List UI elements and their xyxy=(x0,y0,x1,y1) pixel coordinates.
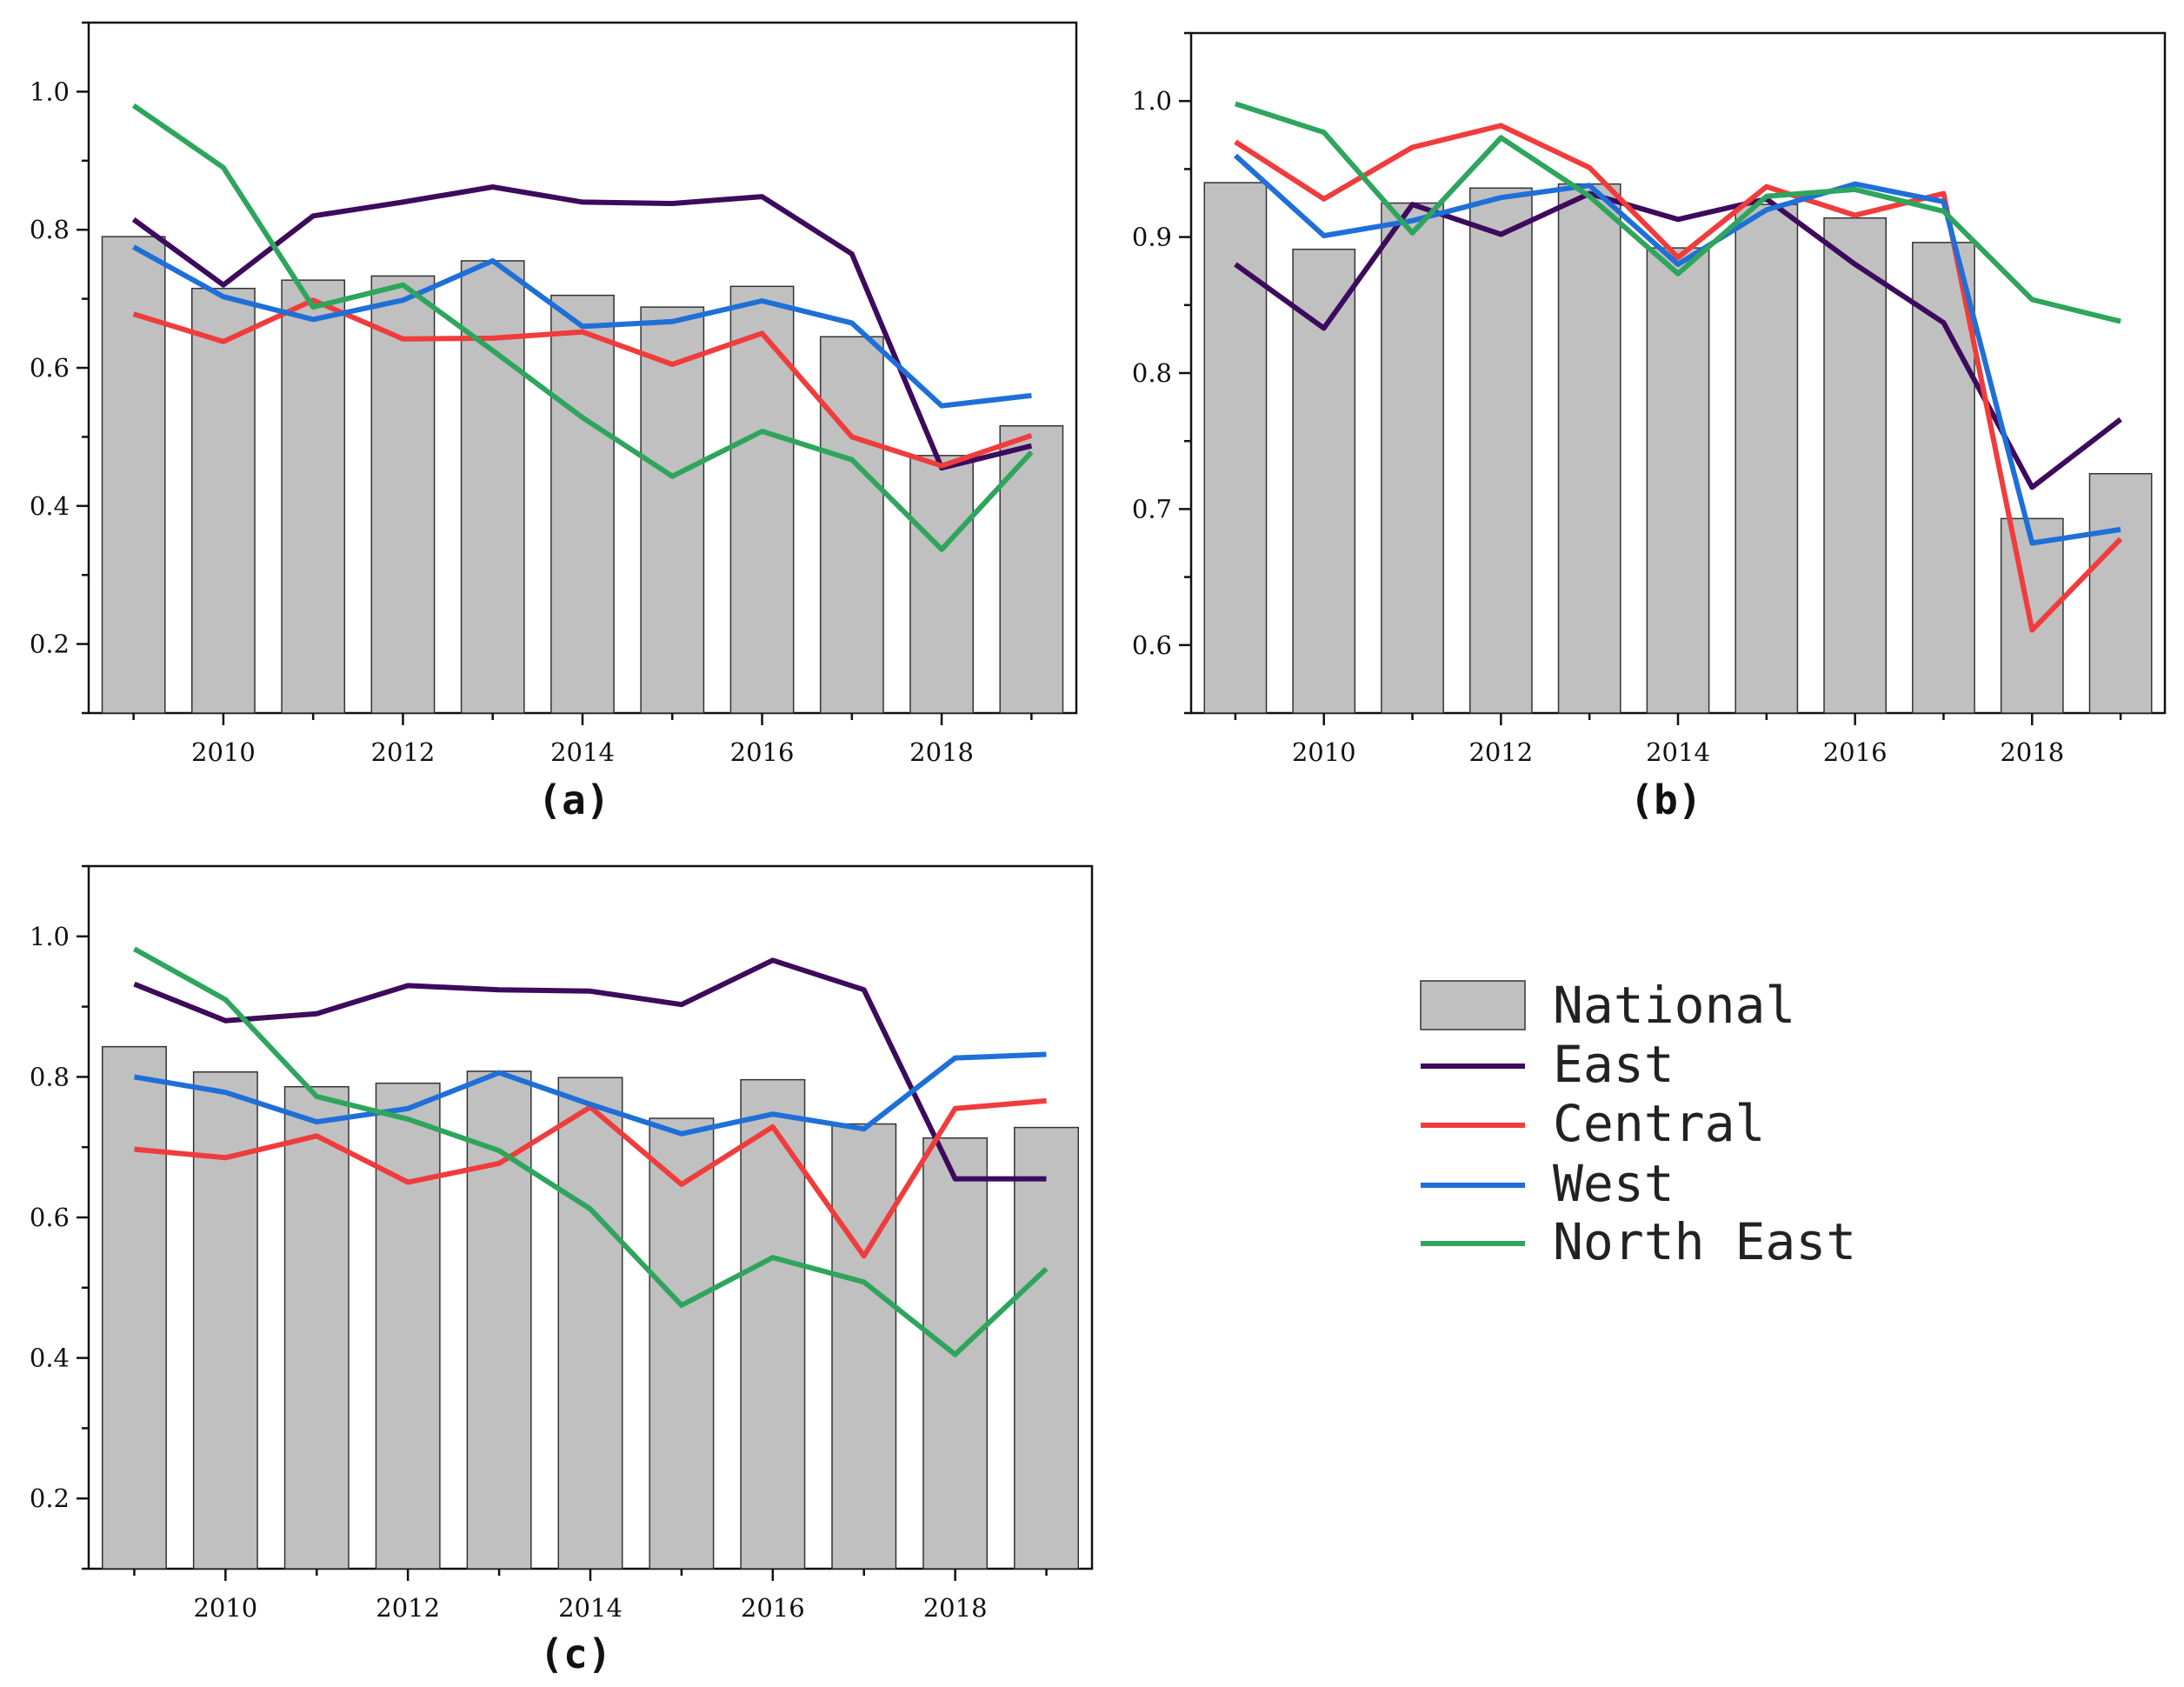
bar-national-2010 xyxy=(191,287,256,714)
x-tick-label: 2010 xyxy=(193,1593,257,1623)
panel-label-a: (a) xyxy=(537,777,609,823)
chart-panel-a: 0.2 0.4 0.6 0.8 1.0 2010 2012 2014 2016 2018 xyxy=(30,21,1078,767)
series-line-east xyxy=(133,957,1047,1182)
panel-label-c: (c) xyxy=(539,1630,611,1677)
bar-national-2017 xyxy=(819,336,884,714)
bar-national-2019 xyxy=(999,424,1064,714)
x-tick-label: 2012 xyxy=(1468,737,1533,767)
panel-label-b: (b) xyxy=(1629,777,1701,823)
y-tick-label: 0.8 xyxy=(1132,358,1172,388)
x-tick-label: 2014 xyxy=(550,737,615,767)
x-tick-label: 2016 xyxy=(1823,737,1888,767)
series-line-east xyxy=(131,184,1033,471)
bar-national-2012 xyxy=(1468,187,1533,714)
x-tick-label: 2010 xyxy=(191,737,256,767)
y-tick-label: 1.0 xyxy=(30,922,70,951)
x-tick-label: 2016 xyxy=(741,1593,805,1623)
bar-national-2009 xyxy=(1203,182,1268,714)
bar-national-2012 xyxy=(370,275,436,714)
series-line-north-east xyxy=(131,103,1034,552)
y-tick-label: 0.8 xyxy=(30,215,70,244)
x-tick-label: 2016 xyxy=(730,737,795,767)
bar-national-2011 xyxy=(281,279,346,714)
bar-national-2016 xyxy=(729,285,795,714)
bar-national-2017 xyxy=(831,1123,897,1570)
bar-national-2015 xyxy=(649,1117,715,1570)
bar-national-2014 xyxy=(557,1077,623,1570)
bar-national-2018 xyxy=(2000,517,2064,714)
y-tick-label: 1.0 xyxy=(1132,86,1172,116)
y-tick-label: 0.4 xyxy=(30,491,70,521)
y-tick-label: 0.2 xyxy=(30,630,70,659)
series-line-north-east xyxy=(133,946,1049,1357)
bar-national-2015 xyxy=(1735,203,1799,714)
bar-national-2012 xyxy=(375,1082,441,1570)
y-tick-label: 0.6 xyxy=(30,353,70,383)
legend-swatch-national xyxy=(1420,980,1526,1030)
y-tick-label: 0.7 xyxy=(1132,494,1172,523)
series-line-west xyxy=(132,244,1032,409)
legend: National East Central West North East xyxy=(1420,976,1856,1271)
bar-national-2009 xyxy=(101,1045,167,1570)
legend-label-west: West xyxy=(1553,1154,1675,1213)
series-line-east xyxy=(1234,190,2122,490)
legend-label-north-east: North East xyxy=(1553,1212,1856,1271)
y-tick-label: 0.6 xyxy=(30,1203,70,1232)
chart-panel-c: 0.2 0.4 0.6 0.8 1.0 2010 2012 2014 2016 2018 xyxy=(30,864,1094,1623)
bar-national-2009 xyxy=(101,236,166,714)
x-tick-label: 2018 xyxy=(2000,737,2064,767)
x-tick-label: 2014 xyxy=(558,1593,623,1623)
x-tick-label: 2014 xyxy=(1646,737,1710,767)
x-tick-label: 2010 xyxy=(1292,737,1356,767)
x-tick-label: 2018 xyxy=(909,737,974,767)
bar-national-2010 xyxy=(1292,248,1356,714)
bar-national-2019 xyxy=(2088,472,2153,714)
series-line-central xyxy=(134,1097,1047,1259)
series-line-central xyxy=(1234,123,2123,633)
series-line-west xyxy=(1233,153,2121,546)
bar-national-2018 xyxy=(909,455,974,714)
y-tick-label: 0.8 xyxy=(30,1062,70,1091)
chart-panel-b: 0.6 0.7 0.8 0.9 1.0 2010 2012 2014 2016 2018 xyxy=(1132,31,2167,767)
bar-national-2010 xyxy=(192,1070,258,1570)
bar-national-2013 xyxy=(460,260,525,714)
y-tick-label: 0.6 xyxy=(1132,630,1172,660)
legend-label-central: Central xyxy=(1553,1094,1765,1153)
bar-national-2016 xyxy=(1823,217,1888,714)
bar-national-2015 xyxy=(640,306,705,714)
bar-national-2013 xyxy=(1557,183,1621,714)
bar-national-2016 xyxy=(740,1078,806,1570)
x-tick-label: 2012 xyxy=(371,737,436,767)
bar-national-2013 xyxy=(466,1070,532,1570)
bar-national-2019 xyxy=(1014,1126,1080,1570)
bar-national-2011 xyxy=(283,1085,350,1570)
x-tick-label: 2018 xyxy=(923,1593,988,1623)
series-line-west xyxy=(133,1051,1047,1137)
bar-national-2014 xyxy=(550,294,615,714)
x-tick-label: 2012 xyxy=(376,1593,440,1623)
y-tick-label: 0.4 xyxy=(30,1344,70,1373)
y-tick-label: 0.2 xyxy=(30,1484,70,1513)
legend-label-east: East xyxy=(1553,1035,1675,1094)
bar-national-2014 xyxy=(1646,247,1710,714)
y-tick-label: 0.9 xyxy=(1132,223,1172,252)
series-line-north-east xyxy=(1234,101,2121,324)
legend-label-national: National xyxy=(1553,976,1795,1035)
bar-national-2011 xyxy=(1381,202,1444,714)
y-tick-label: 1.0 xyxy=(30,77,70,106)
